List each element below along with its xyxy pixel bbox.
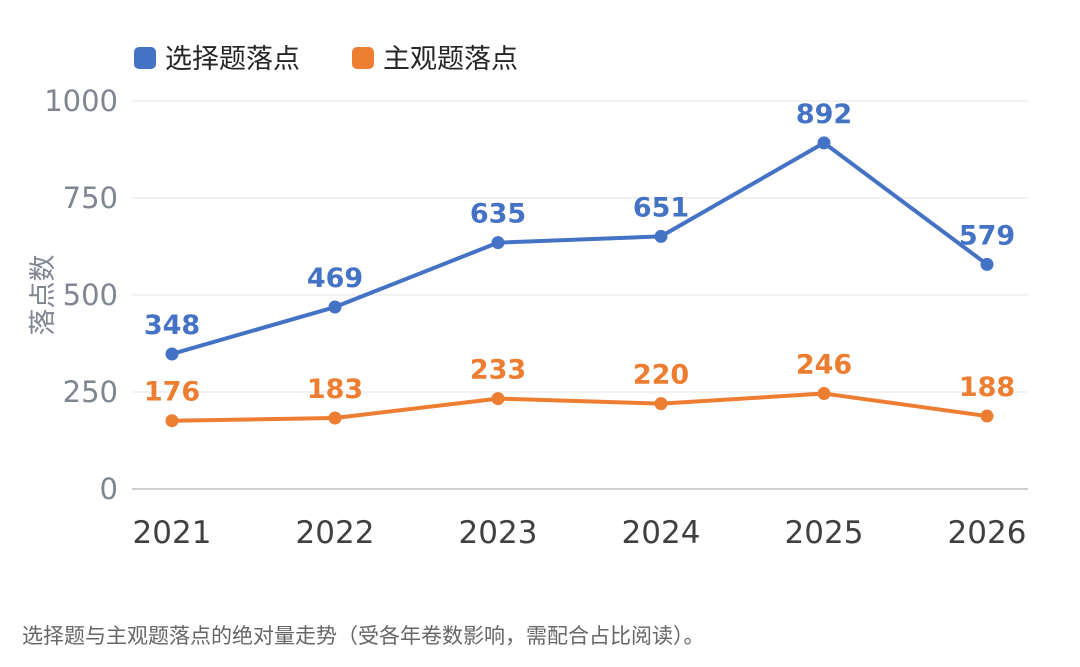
data-point <box>165 414 179 428</box>
data-label: 892 <box>796 99 852 130</box>
data-label: 233 <box>470 355 526 386</box>
x-tick-label: 2025 <box>785 515 864 551</box>
legend-item: 主观题落点 <box>352 44 518 75</box>
legend-swatch <box>352 47 374 69</box>
y-tick-label: 500 <box>63 278 118 312</box>
data-label: 635 <box>470 199 526 230</box>
data-label: 246 <box>796 350 852 381</box>
data-point <box>980 409 994 423</box>
data-point <box>654 229 668 243</box>
data-label: 176 <box>144 377 200 408</box>
y-tick-label: 1000 <box>44 84 118 118</box>
legend-swatch <box>134 47 156 69</box>
data-label: 651 <box>633 192 689 223</box>
data-point <box>328 411 342 425</box>
data-point <box>491 392 505 406</box>
x-tick-label: 2024 <box>622 515 701 551</box>
y-axis-ticks: 0 250 500 750 1000 <box>44 84 118 506</box>
data-label: 469 <box>307 263 363 294</box>
chart: 0 250 500 750 1000 2021 2022 2023 2024 2025 2026 … <box>28 44 1028 551</box>
gridlines <box>132 100 1028 490</box>
data-point <box>491 236 505 250</box>
series: 348 469 635 651 892 579 176 183 233 220 246 188 <box>144 99 1015 428</box>
x-tick-label: 2026 <box>948 515 1027 551</box>
y-tick-label: 250 <box>63 375 118 409</box>
y-tick-label: 750 <box>63 181 118 215</box>
data-point <box>654 397 668 411</box>
x-tick-label: 2021 <box>133 515 212 551</box>
legend-label: 主观题落点 <box>383 44 518 75</box>
data-point <box>328 300 342 314</box>
data-label: 579 <box>959 220 1015 251</box>
y-axis-label: 落点数 <box>28 255 59 336</box>
data-point <box>817 136 831 150</box>
series-2: 176 183 233 220 246 188 <box>144 350 1015 428</box>
x-tick-label: 2022 <box>296 515 375 551</box>
series-1: 348 469 635 651 892 579 <box>144 99 1015 361</box>
series-line <box>170 140 989 356</box>
data-label: 183 <box>307 374 363 405</box>
data-label: 220 <box>633 360 689 391</box>
series-line <box>170 391 989 423</box>
data-point <box>980 257 994 271</box>
x-tick-label: 2023 <box>459 515 538 551</box>
data-point <box>817 387 831 401</box>
chart-caption: 选择题与主观题落点的绝对量走势（受各年卷数影响，需配合占比阅读）。 <box>22 624 705 648</box>
legend-label: 选择题落点 <box>165 44 300 75</box>
data-label: 348 <box>144 310 200 341</box>
legend: 选择题落点 主观题落点 <box>134 44 518 75</box>
y-tick-label: 0 <box>100 472 118 506</box>
data-point <box>165 347 179 361</box>
x-axis-ticks: 2021 2022 2023 2024 2025 2026 <box>133 515 1027 551</box>
legend-item: 选择题落点 <box>134 44 300 75</box>
data-label: 188 <box>959 372 1015 403</box>
